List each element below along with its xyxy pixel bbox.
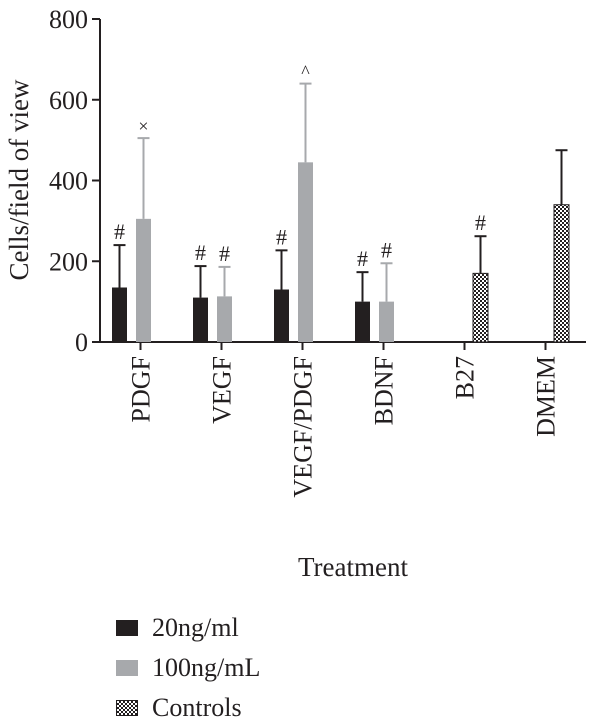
y-tick-label: 600 (49, 86, 88, 115)
legend-item-20ng: 20ng/ml (116, 608, 260, 648)
bar (355, 301, 370, 342)
bar-chart: 0 200 400 600 800 PDGF VEGF VEGF/PDGF BDNF B27 DME… (4, 5, 586, 582)
bar (553, 204, 570, 343)
bar (379, 301, 394, 342)
x-tick-label: VEGF (208, 356, 237, 424)
x-tick-label: B27 (451, 356, 480, 399)
legend-swatch-20ng (116, 620, 138, 636)
bar (274, 289, 289, 342)
legend-label-20ng: 20ng/ml (152, 613, 239, 642)
y-axis-label: Cells/field of view (4, 79, 34, 280)
x-tick-label: DMEM (532, 356, 561, 437)
y-tick-label: 800 (49, 5, 88, 34)
bar (136, 218, 151, 342)
bar (472, 272, 489, 343)
significance-marker: # (357, 246, 368, 271)
significance-marker: × (138, 116, 148, 136)
bar (217, 296, 232, 342)
y-tick-label: 400 (49, 167, 88, 196)
bar (112, 287, 127, 342)
significance-marker: # (195, 240, 206, 265)
significance-marker: ^ (301, 62, 310, 82)
legend-item-controls: Controls (116, 688, 260, 728)
significance-marker: # (114, 219, 125, 244)
y-tick-label: 200 (49, 247, 88, 276)
significance-marker: # (381, 237, 392, 262)
x-tick-label: BDNF (370, 356, 399, 425)
x-axis-label: Treatment (298, 552, 408, 582)
legend-swatch-100ng (116, 660, 138, 676)
x-tick-label: PDGF (127, 356, 156, 422)
bar (193, 297, 208, 342)
legend-item-100ng: 100ng/mL (116, 648, 260, 688)
significance-marker: # (219, 241, 230, 266)
legend-label-100ng: 100ng/mL (152, 653, 261, 682)
legend-swatch-controls (116, 700, 138, 716)
bar (298, 162, 313, 342)
significance-marker: # (475, 210, 486, 235)
legend: 20ng/ml 100ng/mL Controls (116, 608, 260, 728)
legend-label-controls: Controls (152, 693, 242, 722)
x-tick-label: VEGF/PDGF (289, 356, 318, 498)
significance-marker: # (276, 224, 287, 249)
y-tick-label: 0 (75, 328, 88, 357)
